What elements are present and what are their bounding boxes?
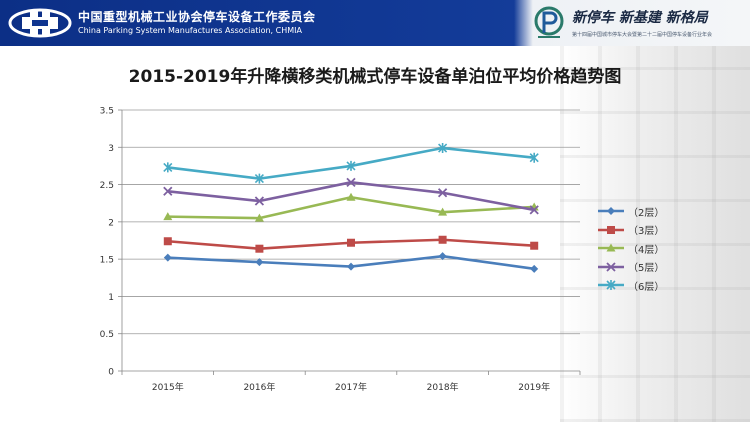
legend-item: （2层） — [598, 202, 664, 221]
legend-marker — [606, 243, 616, 252]
y-tick-label: 1 — [108, 293, 114, 303]
legend-swatch-icon — [598, 207, 624, 216]
data-point — [163, 237, 172, 246]
data-point — [347, 262, 355, 271]
x-tick-label: 2016年 — [243, 381, 275, 393]
legend-marker — [607, 207, 615, 216]
data-point — [254, 173, 264, 184]
x-tick-label: 2015年 — [152, 381, 184, 393]
legend-marker — [606, 280, 616, 291]
data-point — [438, 207, 448, 216]
data-point — [255, 258, 264, 267]
parking-shelves-background — [560, 46, 750, 422]
data-point — [530, 241, 539, 250]
legend-item: （4层） — [598, 239, 664, 258]
y-tick-label: 0 — [108, 368, 114, 378]
org-name-en: China Parking System Manufactures Associ… — [78, 26, 302, 35]
legend-label: （6层） — [628, 281, 665, 293]
legend-item: （6层） — [598, 276, 664, 295]
data-point — [163, 253, 172, 262]
legend-item: （3层） — [598, 221, 664, 240]
legend-marker — [607, 225, 615, 234]
legend-item: （5层） — [598, 258, 664, 277]
y-tick-label: 1.5 — [100, 256, 114, 266]
legend-marker — [606, 262, 616, 272]
data-point — [530, 264, 539, 273]
chart-legend: （2层） （3层） （4层） （5层） （6层） — [598, 202, 664, 295]
legend-label: （3层） — [628, 226, 665, 238]
data-point — [529, 205, 539, 215]
data-point — [163, 212, 173, 221]
y-tick-label: 2 — [108, 218, 114, 228]
data-point — [254, 196, 265, 206]
data-point — [346, 192, 356, 201]
x-tick-label: 2019年 — [518, 381, 550, 393]
data-point — [438, 252, 447, 261]
data-point — [347, 238, 355, 247]
org-name-cn: 中国重型机械工业协会停车设备工作委员会 — [78, 10, 316, 24]
data-point — [346, 160, 356, 171]
legend-swatch-icon — [598, 262, 624, 272]
data-point — [254, 213, 264, 222]
legend-swatch-icon — [598, 243, 624, 252]
legend-label: （5层） — [628, 263, 665, 275]
slogan-text: 新停车 新基建 新格局 — [572, 10, 708, 26]
y-tick-label: 3 — [108, 144, 114, 154]
data-point — [163, 186, 173, 196]
y-tick-label: 2.5 — [100, 181, 114, 191]
x-tick-label: 2018年 — [427, 381, 459, 393]
data-point — [438, 143, 448, 154]
header-banner: 中国重型机械工业协会停车设备工作委员会 China Parking System… — [0, 0, 750, 46]
y-tick-label: 3.5 — [100, 107, 114, 117]
data-point — [346, 177, 356, 187]
legend-swatch-icon — [598, 225, 624, 234]
slogan-subtitle: 第十四届中国城市停车大会暨第二十二届中国停车设备行业年会 — [572, 32, 713, 38]
y-tick-label: 0.5 — [100, 330, 114, 340]
parking-p-logo-icon — [534, 6, 564, 38]
legend-label: （4层） — [628, 244, 665, 256]
data-point — [163, 162, 173, 173]
association-logo-icon — [8, 8, 72, 38]
legend-swatch-icon — [598, 280, 624, 291]
chart-title: 2015-2019年升降横移类机械式停车设备单泊位平均价格趋势图 — [128, 67, 622, 87]
data-point — [529, 152, 539, 163]
x-tick-label: 2017年 — [335, 381, 367, 393]
data-point — [437, 188, 448, 198]
data-point — [255, 244, 264, 253]
data-point — [438, 235, 447, 244]
legend-label: （2层） — [628, 207, 665, 219]
